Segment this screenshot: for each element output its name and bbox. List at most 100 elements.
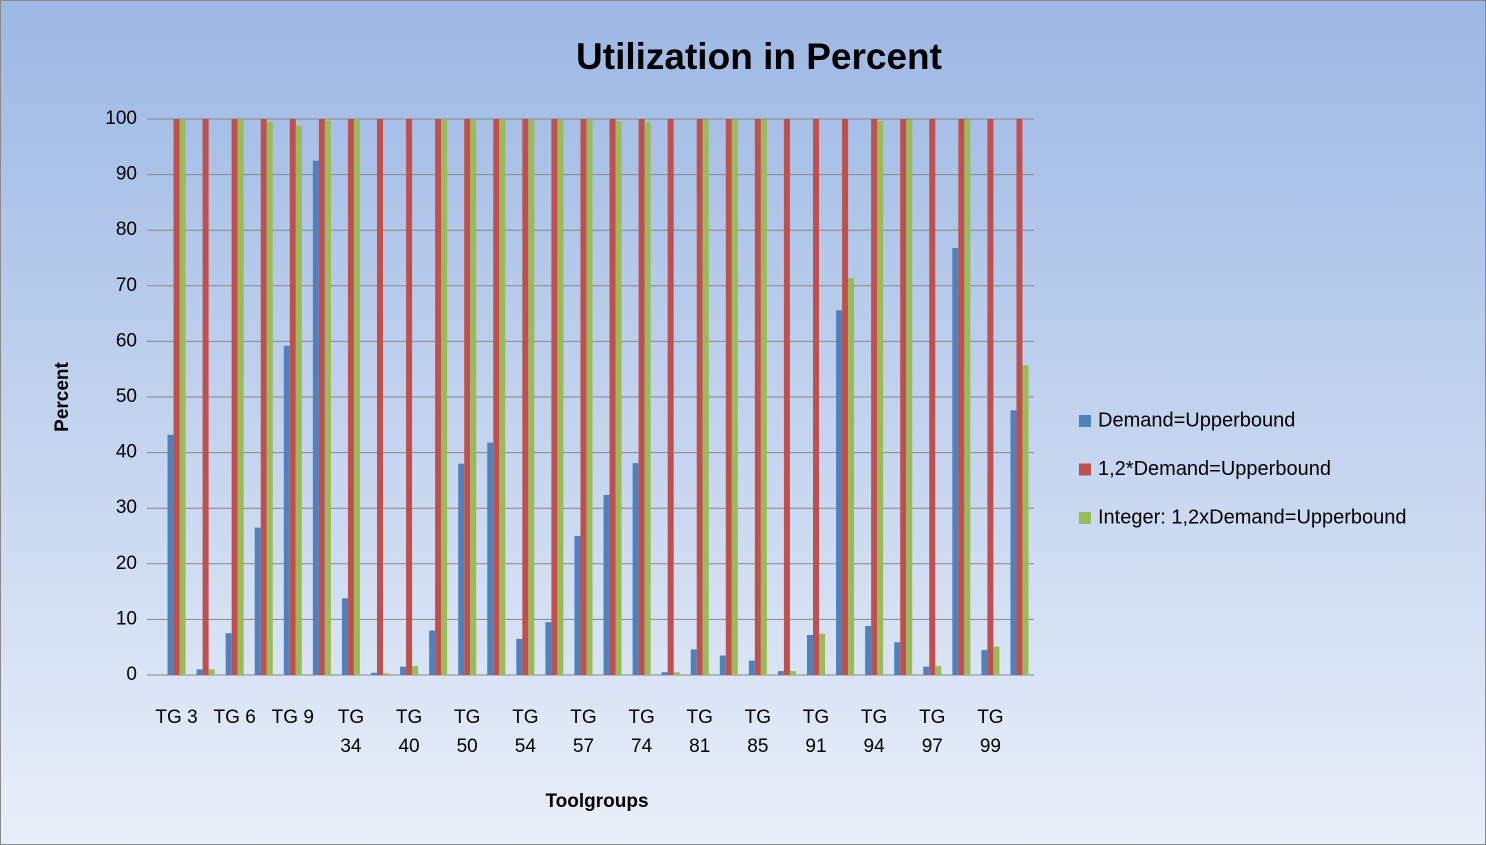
bar — [522, 119, 529, 675]
bar — [400, 666, 407, 675]
bar — [819, 633, 825, 675]
x-tick-label: TG 94 — [860, 707, 888, 757]
bar — [353, 120, 360, 675]
bar — [167, 434, 174, 675]
bar — [725, 119, 732, 675]
y-tick-label: 40 — [116, 442, 137, 463]
bar — [289, 119, 296, 675]
bar — [254, 527, 261, 675]
bar — [981, 649, 988, 675]
bar — [615, 121, 622, 675]
bar — [836, 310, 843, 675]
bar — [377, 119, 383, 675]
bar — [644, 122, 651, 675]
bar — [464, 119, 471, 675]
bar — [347, 119, 354, 675]
bar — [609, 119, 616, 675]
bar — [441, 120, 448, 675]
bar — [412, 666, 419, 675]
x-tick-label: TG 57 — [570, 707, 597, 757]
y-tick-label: 20 — [116, 553, 137, 574]
bar — [225, 633, 232, 675]
bar — [842, 119, 849, 675]
bar — [813, 119, 819, 675]
bar — [719, 655, 726, 675]
bar — [935, 666, 942, 675]
bar — [371, 672, 377, 675]
x-tick-label: TG 34 — [337, 707, 365, 757]
bar — [406, 119, 413, 675]
bar — [179, 119, 186, 675]
bar — [632, 463, 639, 675]
bar — [458, 463, 465, 675]
bar — [952, 247, 959, 675]
bar — [929, 119, 936, 675]
bar — [1010, 410, 1017, 675]
bar — [528, 120, 535, 675]
x-tick-label: TG 97 — [919, 707, 946, 757]
x-tick-label: TG 9 — [271, 707, 314, 728]
bar — [324, 120, 331, 676]
bar — [900, 119, 907, 675]
bar — [871, 119, 878, 675]
bar — [958, 119, 965, 675]
legend-swatch — [1079, 512, 1091, 524]
x-tick-label: TG 6 — [213, 707, 256, 728]
bar — [341, 598, 348, 675]
bar — [760, 119, 767, 675]
bar — [638, 119, 645, 675]
y-tick-label: 90 — [116, 164, 137, 185]
x-tick-label: TG 3 — [155, 707, 198, 728]
bar — [557, 120, 564, 675]
legend-label: 1,2*Demand=Upperbound — [1098, 458, 1331, 480]
bar — [748, 660, 755, 675]
bar — [696, 119, 703, 675]
y-axis-label: Percent — [52, 361, 73, 431]
x-tick-label: TG 54 — [512, 707, 539, 757]
legend-label: Integer: 1,2xDemand=Upperbound — [1098, 506, 1407, 528]
y-tick-label: 10 — [116, 608, 137, 629]
bar — [429, 630, 436, 675]
bar — [580, 119, 587, 675]
bar — [987, 119, 994, 675]
bar — [231, 119, 238, 675]
bar — [208, 669, 215, 675]
chart-title: Utilization in Percent — [576, 36, 942, 77]
bar — [690, 649, 697, 675]
bar — [865, 626, 872, 675]
bar — [964, 119, 971, 675]
bar — [266, 121, 273, 675]
bar — [470, 120, 477, 675]
x-tick-label: TG 99 — [977, 707, 1004, 757]
bar — [283, 345, 290, 675]
x-tick-label: TG 85 — [744, 707, 772, 757]
x-tick-label: TG 91 — [802, 707, 830, 757]
bar — [435, 119, 442, 675]
y-tick-label: 60 — [116, 330, 137, 351]
bar — [667, 119, 674, 675]
bar — [516, 638, 523, 675]
bar — [702, 119, 709, 675]
x-tick-label: TG 40 — [395, 707, 423, 757]
bar — [783, 119, 790, 675]
x-tick-label: TG 74 — [628, 707, 655, 757]
bar — [731, 119, 738, 675]
bar — [877, 121, 884, 675]
bar — [295, 125, 302, 675]
y-tick-label: 0 — [126, 664, 137, 685]
y-tick-label: 50 — [116, 386, 137, 407]
bar — [237, 119, 244, 675]
bar — [196, 669, 203, 675]
x-tick-label: TG 81 — [686, 707, 713, 757]
bar — [586, 120, 593, 675]
bar — [499, 120, 506, 675]
bar — [894, 642, 901, 675]
bar — [993, 646, 1000, 675]
bar — [673, 672, 680, 675]
bar — [312, 160, 319, 675]
bar — [318, 119, 325, 675]
bar — [807, 634, 813, 675]
y-tick-label: 30 — [116, 497, 137, 518]
